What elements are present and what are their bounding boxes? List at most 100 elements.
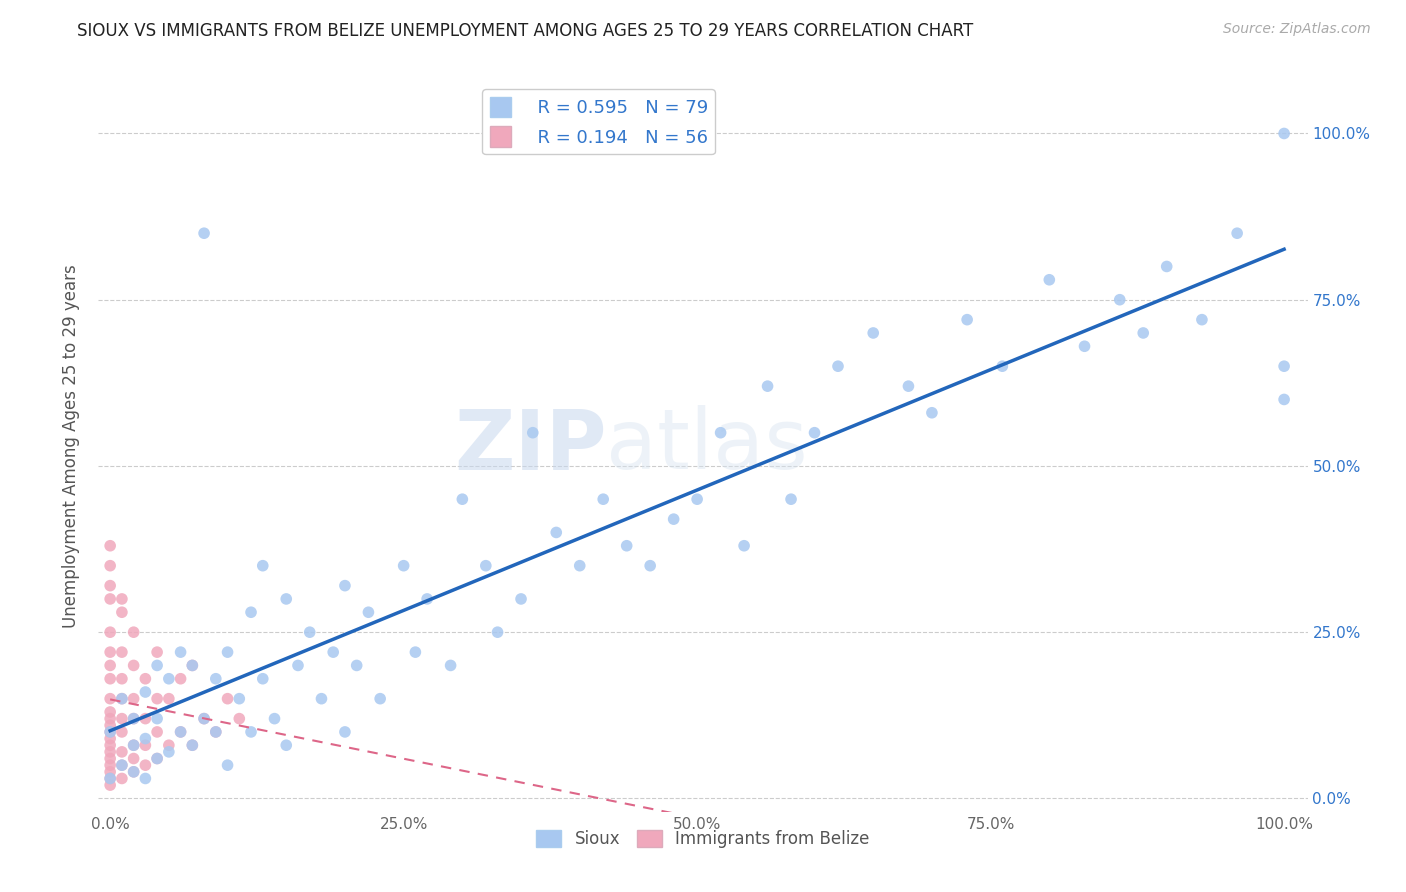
Point [146, 751, 169, 765]
Point [803, 425, 825, 440]
Text: SIOUX VS IMMIGRANTS FROM BELIZE UNEMPLOYMENT AMONG AGES 25 TO 29 YEARS CORRELATI: SIOUX VS IMMIGRANTS FROM BELIZE UNEMPLOY… [77, 22, 973, 40]
Point [134, 685, 156, 699]
Point [1038, 273, 1060, 287]
Point [146, 658, 169, 673]
Point [98, 705, 121, 719]
Point [392, 558, 415, 573]
Point [122, 712, 145, 726]
Point [1272, 392, 1295, 407]
Point [169, 672, 191, 686]
Point [1226, 226, 1249, 240]
Point [333, 725, 356, 739]
Point [98, 712, 121, 726]
Point [311, 691, 333, 706]
Point [416, 591, 439, 606]
Point [276, 738, 298, 752]
Point [228, 712, 250, 726]
Point [204, 725, 226, 739]
Point [333, 579, 356, 593]
Point [546, 525, 568, 540]
Point [134, 731, 156, 746]
Point [98, 725, 121, 739]
Point [111, 672, 134, 686]
Point [122, 691, 145, 706]
Point [98, 658, 121, 673]
Point [956, 312, 979, 326]
Point [146, 645, 169, 659]
Point [157, 745, 180, 759]
Point [181, 738, 204, 752]
Point [193, 226, 215, 240]
Point [111, 605, 134, 619]
Point [662, 512, 685, 526]
Point [181, 658, 204, 673]
Point [780, 492, 803, 507]
Point [146, 691, 169, 706]
Point [111, 772, 134, 786]
Point [111, 691, 134, 706]
Point [134, 712, 156, 726]
Point [98, 539, 121, 553]
Point [122, 764, 145, 779]
Point [98, 725, 121, 739]
Point [169, 645, 191, 659]
Point [991, 359, 1014, 374]
Point [451, 492, 474, 507]
Point [169, 725, 191, 739]
Point [98, 751, 121, 765]
Point [111, 691, 134, 706]
Point [98, 691, 121, 706]
Point [568, 558, 591, 573]
Point [181, 658, 204, 673]
Point [1272, 359, 1295, 374]
Point [98, 778, 121, 792]
Point [1108, 293, 1130, 307]
Point [638, 558, 661, 573]
Point [98, 758, 121, 772]
Point [204, 672, 226, 686]
Point [756, 379, 779, 393]
Point [240, 605, 263, 619]
Point [146, 725, 169, 739]
Point [98, 625, 121, 640]
Point [98, 645, 121, 659]
Point [475, 558, 498, 573]
Text: Source: ZipAtlas.com: Source: ZipAtlas.com [1223, 22, 1371, 37]
Point [1132, 326, 1154, 340]
Point [357, 605, 380, 619]
Point [111, 725, 134, 739]
Point [486, 625, 509, 640]
Point [122, 738, 145, 752]
Point [98, 772, 121, 786]
Point [111, 745, 134, 759]
Point [510, 591, 533, 606]
Point [240, 725, 263, 739]
Point [134, 738, 156, 752]
Point [217, 758, 239, 772]
Y-axis label: Unemployment Among Ages 25 to 29 years: Unemployment Among Ages 25 to 29 years [62, 264, 80, 628]
Point [862, 326, 884, 340]
Point [157, 672, 180, 686]
Point [146, 712, 169, 726]
Point [111, 645, 134, 659]
Point [146, 751, 169, 765]
Point [111, 712, 134, 726]
Point [252, 558, 274, 573]
Point [522, 425, 544, 440]
Point [98, 772, 121, 786]
Point [276, 591, 298, 606]
Point [1156, 260, 1178, 274]
Point [616, 539, 638, 553]
Point [98, 558, 121, 573]
Point [592, 492, 614, 507]
Point [122, 712, 145, 726]
Point [1073, 339, 1095, 353]
Point [134, 772, 156, 786]
Point [897, 379, 920, 393]
Point [98, 718, 121, 732]
Point [733, 539, 755, 553]
Point [1191, 312, 1213, 326]
Point [98, 591, 121, 606]
Point [98, 731, 121, 746]
Text: atlas: atlas [606, 406, 808, 486]
